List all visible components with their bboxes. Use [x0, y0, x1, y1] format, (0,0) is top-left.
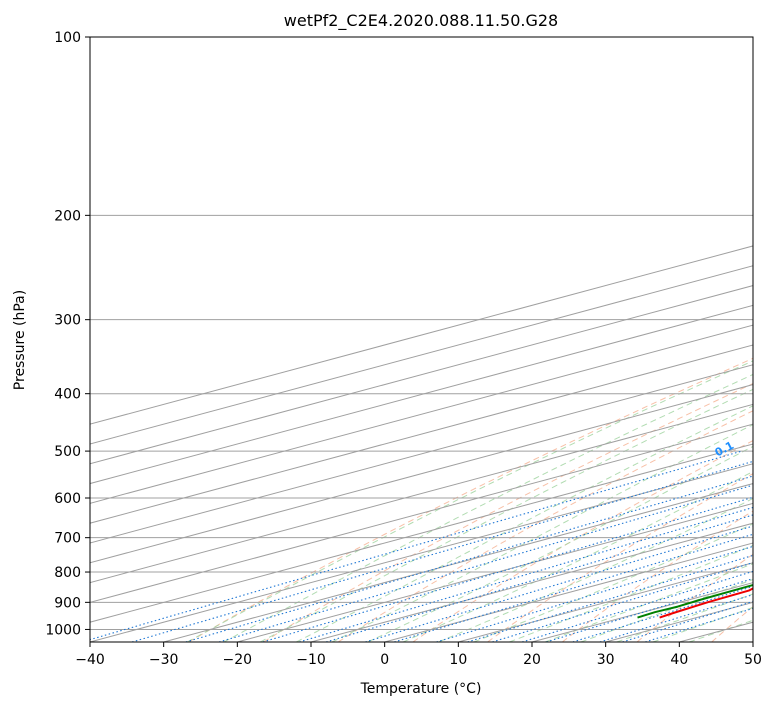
mixing-ratio-label: 0.2	[760, 439, 775, 460]
chart-title: wetPf2_C2E4.2020.088.11.50.G28	[284, 11, 558, 31]
isotherm-line	[90, 364, 753, 544]
isotherm-line	[458, 562, 753, 642]
plot-frame	[89, 36, 754, 643]
x-tick-label: 10	[449, 652, 467, 668]
y-tick-label: 200	[54, 208, 81, 224]
y-tick-label: 100	[54, 30, 81, 46]
y-tick-label: 700	[54, 531, 81, 547]
dry-adiabat-line	[487, 473, 753, 642]
mixing-ratio-line	[218, 484, 753, 642]
x-tick-label: 50	[744, 652, 762, 668]
isotherm-line	[163, 483, 753, 642]
isotherm-line	[90, 324, 753, 504]
isotherm-line	[90, 285, 753, 465]
dry-adiabat-line	[561, 510, 753, 642]
dry-adiabat-line	[263, 382, 753, 642]
x-tick-label: −30	[149, 652, 179, 668]
mixing-ratio-line	[185, 475, 753, 642]
mixing-ratio-line	[599, 594, 753, 642]
isotherm-line	[237, 502, 753, 642]
isotherm-line	[605, 601, 753, 642]
y-tick-label: 500	[54, 444, 81, 460]
isotherm-line	[90, 265, 753, 445]
x-tick-label: −20	[223, 652, 253, 668]
isotherm-line	[90, 443, 753, 623]
isotherm-line	[90, 403, 753, 584]
moist-adiabat-line	[187, 360, 753, 642]
dry-adiabat-line	[636, 553, 753, 642]
isotherm-line	[90, 423, 753, 603]
moist-adiabat-line	[402, 470, 753, 642]
mixing-ratio-line	[365, 525, 753, 642]
y-tick-label: 400	[54, 387, 81, 403]
isotherm-line	[90, 463, 753, 642]
isotherm-line	[531, 582, 753, 642]
moist-adiabat-line	[688, 619, 753, 642]
x-tick-label: 30	[597, 652, 615, 668]
mixing-ratio-line	[90, 450, 742, 641]
y-tick-label: 800	[54, 565, 81, 581]
x-tick-label: 0	[380, 652, 389, 668]
moist-adiabat-line	[296, 405, 753, 642]
moist-adiabat-line	[367, 445, 753, 642]
mixing-ratio-line	[521, 570, 753, 642]
temperature-profile	[659, 587, 753, 619]
isotherm-line	[90, 304, 753, 485]
moist-adiabat-line	[473, 523, 753, 642]
mixing-ratio-line	[546, 578, 753, 642]
x-tick-label: 20	[523, 652, 541, 668]
isotherm-line	[90, 344, 753, 524]
isotherm-line	[90, 245, 753, 425]
mixing-ratio-line	[467, 554, 753, 642]
moist-adiabat-line	[652, 606, 753, 642]
moist-adiabat-line	[544, 563, 753, 642]
isotherm-line	[752, 641, 753, 642]
x-axis-label: Temperature (°C)	[360, 681, 482, 697]
mixing-ratio-line	[131, 460, 753, 642]
isotherm-line	[90, 384, 753, 564]
mixing-ratio-label: 0.1	[713, 439, 736, 460]
mixing-ratio-line	[325, 514, 753, 642]
x-tick-label: 40	[670, 652, 688, 668]
moist-adiabat-line	[331, 424, 753, 642]
moist-adiabat-line	[580, 578, 753, 642]
y-tick-label: 300	[54, 313, 81, 329]
moist-adiabat-line	[259, 388, 753, 642]
mixing-ratio-line	[492, 562, 753, 642]
isotherm-line	[310, 522, 753, 642]
x-tick-label: −10	[296, 652, 326, 668]
dewpoint-profile	[637, 583, 753, 619]
y-tick-label: 1000	[45, 622, 81, 638]
dry-adiabat-line	[188, 357, 753, 642]
y-axis-label: Pressure (hPa)	[12, 290, 28, 390]
y-tick-label: 600	[54, 491, 81, 507]
x-tick-label: −40	[75, 652, 105, 668]
mixing-ratio-line	[436, 545, 753, 642]
isotherm-line	[679, 621, 753, 642]
y-tick-label: 900	[54, 595, 81, 611]
moist-adiabat-line	[616, 593, 753, 642]
